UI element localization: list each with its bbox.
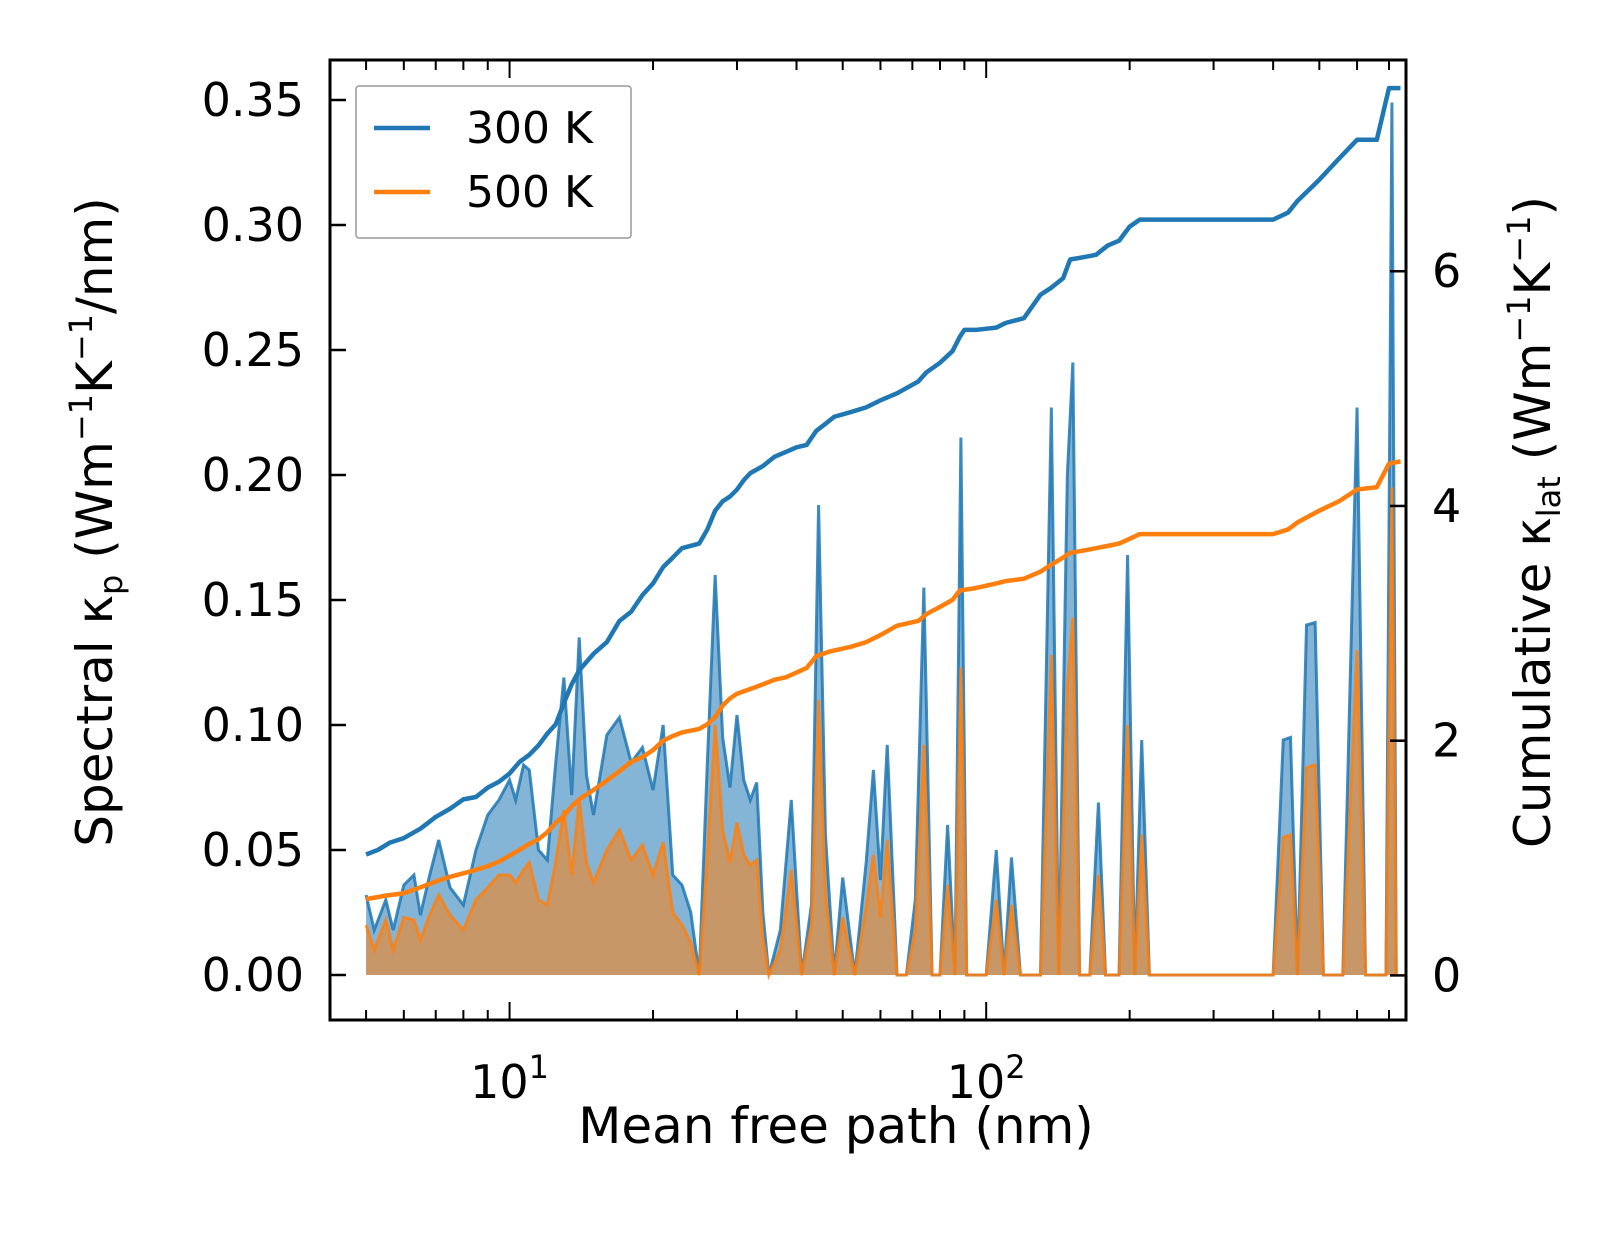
y-left-tick-label: 0.20 bbox=[202, 448, 304, 502]
y-axis-label-left: Spectral κp (Wm−1K−1/nm) bbox=[62, 197, 130, 847]
y-left-tick-label: 0.30 bbox=[202, 198, 304, 252]
y-axis-label-right: Cumulative κlat (Wm−1K−1) bbox=[1500, 196, 1568, 848]
y-left-tick-label: 0.10 bbox=[202, 698, 304, 752]
legend: 300 K 500 K bbox=[355, 85, 632, 239]
y-right-tick-label: 0 bbox=[1432, 948, 1461, 1002]
y-left-tick-label: 0.35 bbox=[202, 73, 304, 127]
x-tick-label: 102 bbox=[947, 1048, 1026, 1109]
legend-box bbox=[355, 85, 632, 239]
spectral-fill-500k bbox=[366, 487, 1397, 975]
legend-label-500k: 500 K bbox=[466, 167, 594, 218]
y-left-tick-label: 0.25 bbox=[202, 323, 304, 377]
cumulative-line-300k bbox=[365, 85, 1401, 857]
y-right-tick-label: 4 bbox=[1432, 479, 1461, 533]
spectral-fills bbox=[364, 102, 1398, 981]
y-left-tick-label: 0.15 bbox=[202, 573, 304, 627]
axes-frame bbox=[328, 58, 1408, 1022]
x-tick-label: 101 bbox=[470, 1048, 549, 1109]
x-axis-label: Mean free path (nm) bbox=[578, 1097, 1094, 1155]
y-right-tick-label: 2 bbox=[1432, 714, 1461, 768]
spectral-fill-300k bbox=[366, 102, 1397, 975]
axis-ticks: 0.00 0.05 0.10 0.15 0.20 0.25 0.30 0.35 0 2 4 6 101 1… bbox=[202, 60, 1461, 1109]
data-lines bbox=[365, 85, 1401, 902]
legend-label-300k: 300 K bbox=[466, 103, 594, 154]
cumulative-line-500k bbox=[365, 459, 1401, 902]
y-right-tick-label: 6 bbox=[1432, 244, 1461, 298]
y-left-tick-label: 0.00 bbox=[202, 948, 304, 1002]
y-left-tick-label: 0.05 bbox=[202, 823, 304, 877]
spectral-line-500k bbox=[364, 487, 1398, 981]
